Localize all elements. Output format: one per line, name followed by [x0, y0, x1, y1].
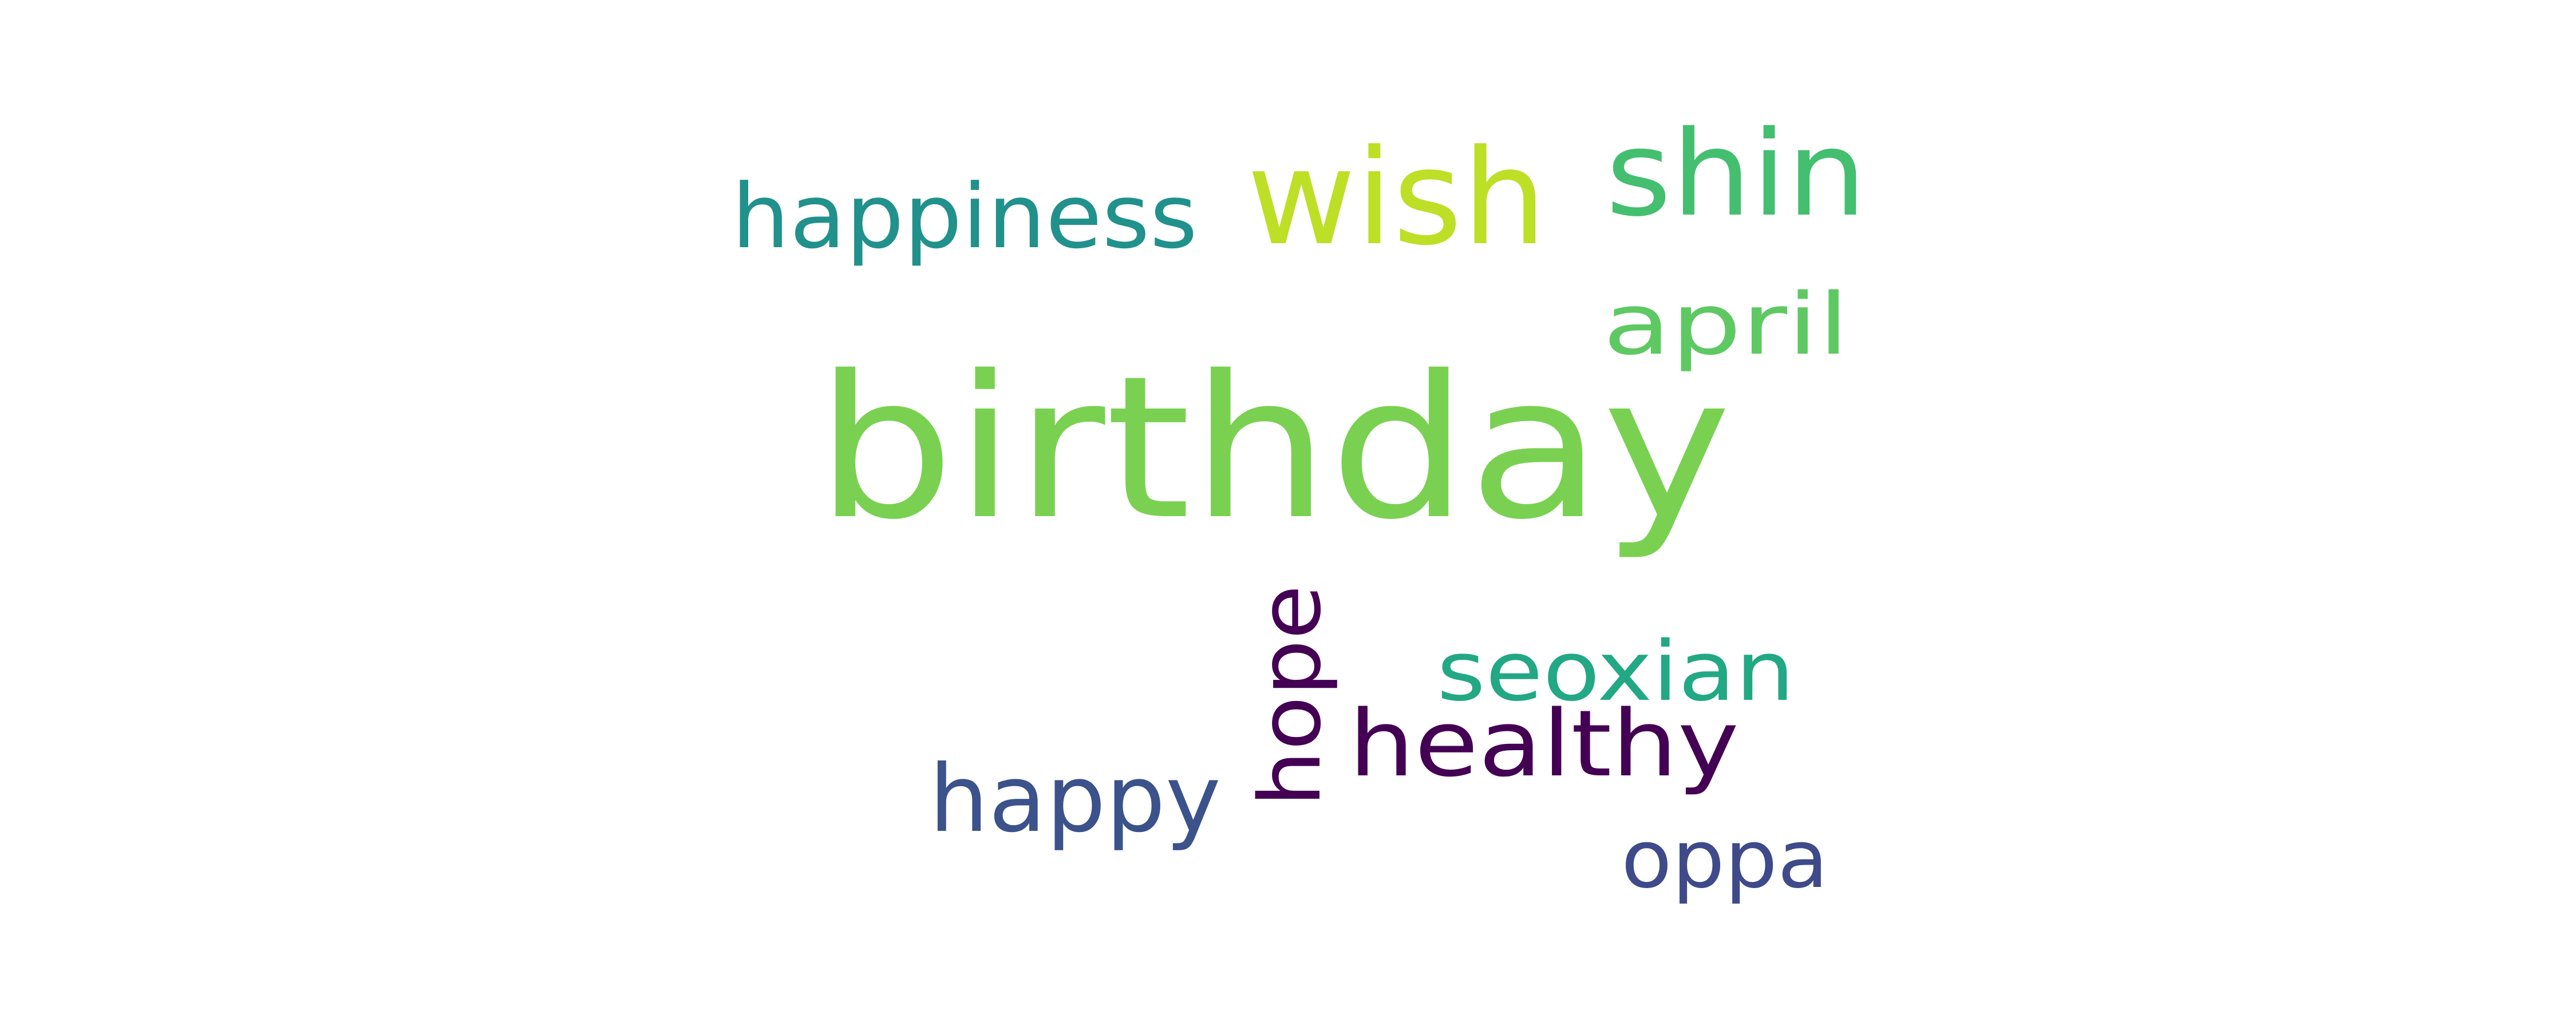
word-happy: happy [929, 746, 1221, 853]
word-wish: wish [1247, 122, 1547, 275]
word-birthday: birthday [816, 334, 1732, 563]
word-april: april [1603, 275, 1849, 374]
word-healthy: healthy [1349, 690, 1739, 797]
word-seoxian: seoxian [1437, 623, 1795, 719]
word-oppa: oppa [1621, 813, 1828, 906]
word-hope: hope [1241, 585, 1340, 807]
word-happiness: happiness [732, 165, 1198, 268]
word-shin: shin [1606, 105, 1867, 243]
